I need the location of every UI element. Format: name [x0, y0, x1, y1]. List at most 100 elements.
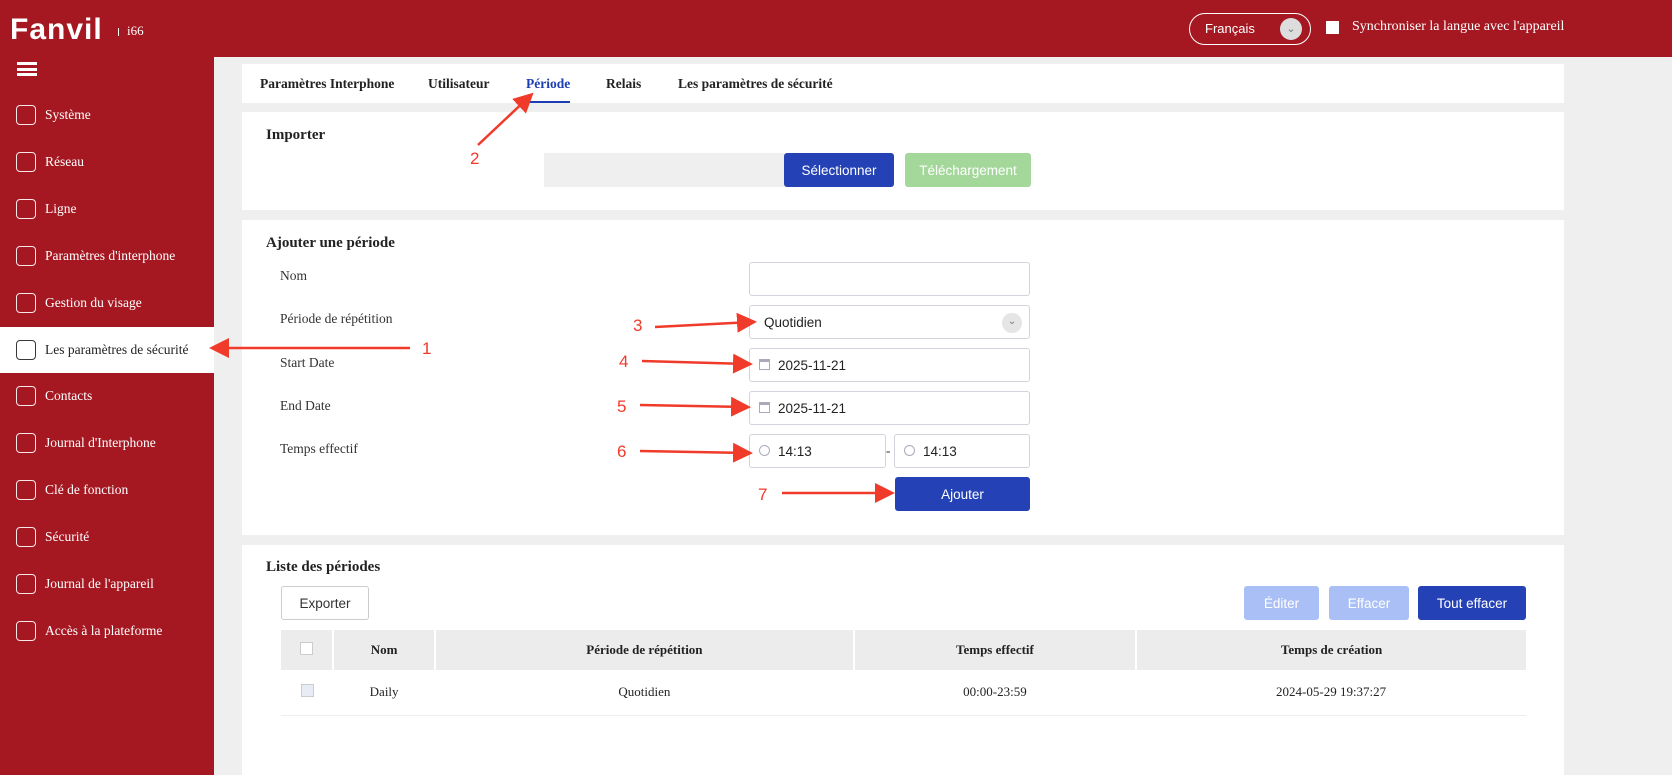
sidebar-item-label: Réseau	[45, 153, 84, 169]
delete-all-button[interactable]: Tout effacer	[1418, 586, 1526, 620]
log-icon	[16, 433, 36, 454]
globe-icon	[16, 151, 36, 172]
edit-button[interactable]: Éditer	[1244, 586, 1319, 620]
arrow-2	[477, 92, 534, 146]
tab-user[interactable]: Utilisateur	[428, 76, 490, 91]
time-from-input[interactable]: 14:13	[749, 434, 886, 468]
import-title: Importer	[266, 127, 326, 143]
delete-button[interactable]: Effacer	[1329, 586, 1409, 620]
annotation-6: 6	[617, 442, 627, 461]
export-button[interactable]: Exporter	[281, 586, 369, 620]
row-checkbox[interactable]	[300, 683, 314, 697]
cell-repeat: Quotidien	[435, 670, 854, 716]
language-select[interactable]: Français ⌄	[1189, 13, 1311, 45]
tab-period[interactable]: Période	[526, 76, 571, 103]
add-button[interactable]: Ajouter	[895, 477, 1030, 511]
sim-icon	[16, 198, 36, 219]
face-device-icon	[16, 292, 36, 313]
sidebar-item-label: Paramètres d'interphone	[45, 247, 176, 263]
effective-time-label: Temps effectif	[280, 441, 358, 456]
fanvil-logo: Fanvil	[10, 13, 103, 46]
column-header: Temps de création	[1135, 630, 1526, 670]
model-name: i66	[127, 23, 144, 38]
sidebar-item[interactable]: Système	[0, 92, 214, 138]
chevron-down-icon: ⌄	[1002, 313, 1022, 333]
sidebar-item-label: Journal d'Interphone	[45, 435, 156, 451]
document-icon	[16, 574, 36, 594]
sidebar-item[interactable]: Réseau	[0, 139, 214, 185]
keypad-icon	[16, 480, 36, 501]
name-label: Nom	[280, 268, 307, 283]
annotation-5: 5	[617, 397, 627, 416]
cell-created: 2024-05-29 19:37:27	[1136, 670, 1526, 716]
start-date-value: 2025-11-21	[778, 357, 847, 373]
sidebar-item-label: Clé de fonction	[45, 482, 129, 498]
column-header: Période de répétition	[434, 630, 854, 670]
sidebar-item[interactable]: Journal de l'appareil	[0, 561, 214, 607]
column-header: Temps effectif	[852, 630, 1137, 670]
menu-collapse-icon[interactable]	[17, 62, 37, 76]
divider	[118, 28, 119, 36]
sidebar-item-label: Sécurité	[45, 529, 90, 545]
sync-language-label: Synchroniser la langue avec l'appareil	[1352, 19, 1565, 34]
tab-bar	[242, 64, 1564, 103]
cell-name: Daily	[333, 670, 436, 716]
sidebar-item[interactable]: Paramètres d'interphone	[0, 233, 214, 279]
annotation-1: 1	[422, 339, 432, 358]
sidebar-item[interactable]: Clé de fonction	[0, 467, 214, 513]
shield-gear-icon	[16, 339, 36, 360]
sidebar-item[interactable]: Sécurité	[0, 514, 214, 560]
sidebar-item[interactable]: Contacts	[0, 373, 214, 419]
arrow-4	[641, 353, 753, 374]
gear-icon	[16, 245, 36, 266]
contacts-icon	[16, 386, 36, 407]
sync-language-checkbox[interactable]	[1326, 21, 1339, 34]
arrow-3	[654, 312, 757, 333]
sidebar-item-label: Système	[45, 107, 91, 122]
arrow-5	[639, 396, 751, 417]
time-from-value: 14:13	[778, 443, 812, 459]
shield-plus-icon	[16, 527, 36, 548]
repeat-select[interactable]: Quotidien ⌄	[749, 305, 1030, 339]
calendar-icon	[759, 402, 770, 413]
time-separator: -	[886, 443, 891, 458]
start-date-label: Start Date	[280, 355, 335, 370]
sidebar-item[interactable]: Les paramètres de sécurité	[0, 326, 214, 373]
sidebar-item[interactable]: Accès à la plateforme	[0, 608, 214, 654]
arrow-6	[639, 442, 753, 463]
name-input[interactable]	[749, 262, 1030, 296]
home-icon	[16, 105, 36, 125]
top-bar: Fanvil i66 Français ⌄ Synchroniser la lan…	[0, 0, 1672, 57]
tab-relay[interactable]: Relais	[606, 76, 642, 91]
calendar-icon	[759, 359, 770, 370]
import-card	[242, 112, 1564, 210]
table-row[interactable]: Daily Quotidien 00:00-23:59 2024-05-29 1…	[281, 670, 1526, 716]
upload-button[interactable]: Téléchargement	[905, 153, 1031, 187]
sidebar-item-label: Contacts	[45, 388, 93, 404]
clock-icon	[759, 445, 770, 456]
sidebar-item[interactable]: Journal d'Interphone	[0, 420, 214, 466]
sidebar-item[interactable]: Gestion du visage	[0, 280, 214, 326]
select-button[interactable]: Sélectionner	[784, 153, 894, 187]
sidebar-item-label: Gestion du visage	[45, 294, 142, 310]
time-to-input[interactable]: 14:13	[894, 434, 1030, 468]
chevron-down-icon: ⌄	[1280, 18, 1302, 40]
repeat-label: Période de répétition	[280, 311, 393, 326]
language-value: Français	[1205, 21, 1255, 36]
cell-effective-time: 00:00-23:59	[853, 670, 1137, 716]
start-date-input[interactable]: 2025-11-21	[749, 348, 1030, 382]
sidebar-item[interactable]: Ligne	[0, 186, 214, 232]
column-header: Nom	[331, 630, 436, 670]
annotation-4: 4	[619, 352, 629, 371]
sliders-icon	[16, 620, 36, 641]
repeat-value: Quotidien	[764, 314, 822, 330]
tab-intercom-settings[interactable]: Paramètres Interphone	[260, 76, 395, 91]
period-table: Nom Période de répétition Temps effectif…	[281, 630, 1526, 716]
tab-security-settings[interactable]: Les paramètres de sécurité	[678, 76, 833, 91]
clock-icon	[904, 445, 915, 456]
add-period-title: Ajouter une période	[266, 235, 395, 251]
sidebar	[0, 57, 214, 775]
file-path-field[interactable]	[544, 153, 784, 187]
select-all-checkbox[interactable]	[300, 641, 313, 655]
